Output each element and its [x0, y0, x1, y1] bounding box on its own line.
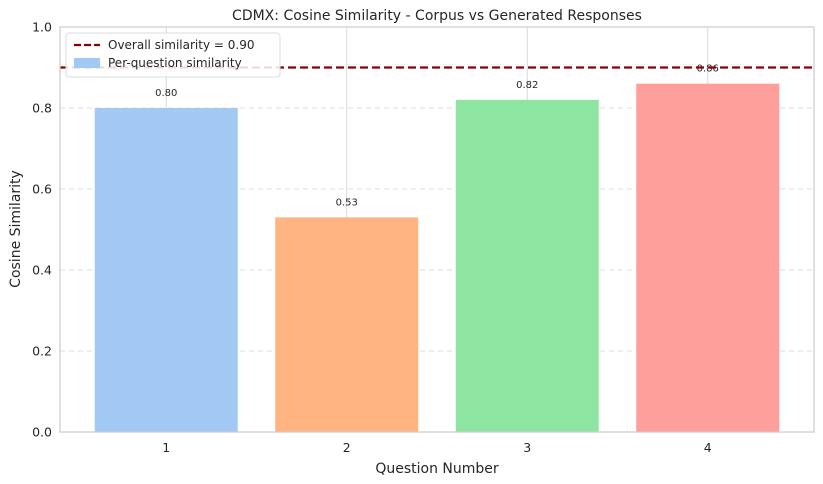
x-tick-label-1: 1	[162, 440, 170, 455]
plot-area: 0.80 0.53 0.82 0.86 0.0 0.2 0.4 0.6 0.8 1.0 1 2 3 4	[32, 20, 815, 455]
y-tick-label-1: 0.2	[32, 344, 52, 359]
y-tick-label-0: 0.0	[32, 425, 52, 440]
y-axis-label: Cosine Similarity	[8, 170, 24, 288]
bar-1	[94, 108, 238, 432]
y-tick-label-2: 0.4	[32, 263, 52, 278]
bar-value-label-1: 0.80	[155, 88, 177, 99]
bar-value-label-4: 0.86	[697, 64, 719, 75]
y-tick-label-4: 0.8	[32, 101, 52, 116]
bar-4	[636, 83, 780, 432]
bar-value-label-2: 0.53	[336, 197, 358, 208]
legend: Overall similarity = 0.90 Per-question si…	[65, 32, 281, 78]
y-tick-label-5: 1.0	[32, 20, 52, 35]
legend-patch-swatch	[74, 58, 100, 68]
legend-entry-label-1: Overall similarity = 0.90	[108, 38, 254, 52]
bar-2	[275, 217, 419, 432]
legend-entry-label-2: Per-question similarity	[108, 56, 242, 70]
chart-title: CDMX: Cosine Similarity - Corpus vs Gene…	[232, 8, 642, 24]
bar-value-label-3: 0.82	[516, 80, 538, 91]
plot-frame	[59, 26, 815, 433]
legend-box	[65, 32, 281, 78]
x-tick-label-3: 3	[523, 440, 531, 455]
x-tick-label-2: 2	[343, 440, 351, 455]
bar-3	[455, 99, 599, 433]
y-tick-label-3: 0.6	[32, 182, 52, 197]
x-axis-label: Question Number	[375, 461, 499, 477]
x-tick-label-4: 4	[704, 440, 712, 455]
